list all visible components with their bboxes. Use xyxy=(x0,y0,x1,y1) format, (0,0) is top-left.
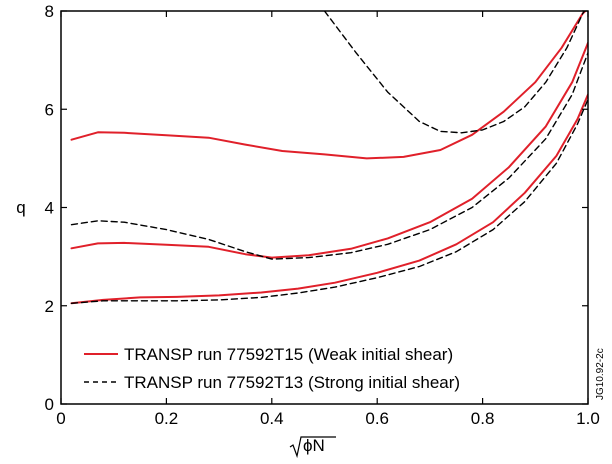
x-axis-title-text: ϕN xyxy=(303,436,325,455)
x-tick-label: 0.2 xyxy=(155,409,179,428)
x-tick-label: 0 xyxy=(56,409,65,428)
series-line-weak-shear-2 xyxy=(70,93,588,305)
series-line-strong-shear-3 xyxy=(323,11,586,134)
legend-label-weak-shear: TRANSP run 77592T15 (Weak initial shear) xyxy=(124,345,453,364)
x-tick-label: 0.6 xyxy=(365,409,389,428)
series-line-weak-shear-1 xyxy=(70,41,588,259)
x-tick-label: 1.0 xyxy=(576,409,600,428)
y-tick-label: 0 xyxy=(45,395,54,414)
legend: TRANSP run 77592T15 (Weak initial shear)… xyxy=(84,345,460,392)
ticks-layer xyxy=(60,10,589,405)
series-line-strong-shear-4 xyxy=(70,52,588,260)
x-tick-label: 0.4 xyxy=(260,409,284,428)
x-tick-label: 0.8 xyxy=(471,409,495,428)
y-tick-label: 6 xyxy=(45,100,54,119)
x-axis-title: ϕN xyxy=(289,436,336,459)
legend-label-strong-shear: TRANSP run 77592T13 (Strong initial shea… xyxy=(124,373,460,392)
labels-layer: 0 0.2 0.4 0.6 0.8 1.0 0 2 4 6 8 xyxy=(45,2,600,428)
y-tick-label: 8 xyxy=(45,2,54,21)
series-layer xyxy=(70,11,588,305)
series-line-strong-shear-5 xyxy=(70,98,588,304)
figure-code: JG10.92-2c xyxy=(595,348,606,400)
series-line-weak-shear-0 xyxy=(70,11,587,160)
sqrt-radical-icon xyxy=(289,436,336,459)
y-axis-title: q xyxy=(16,198,25,217)
y-tick-label: 2 xyxy=(45,297,54,316)
y-tick-label: 4 xyxy=(45,199,54,218)
legend-background xyxy=(78,336,556,398)
